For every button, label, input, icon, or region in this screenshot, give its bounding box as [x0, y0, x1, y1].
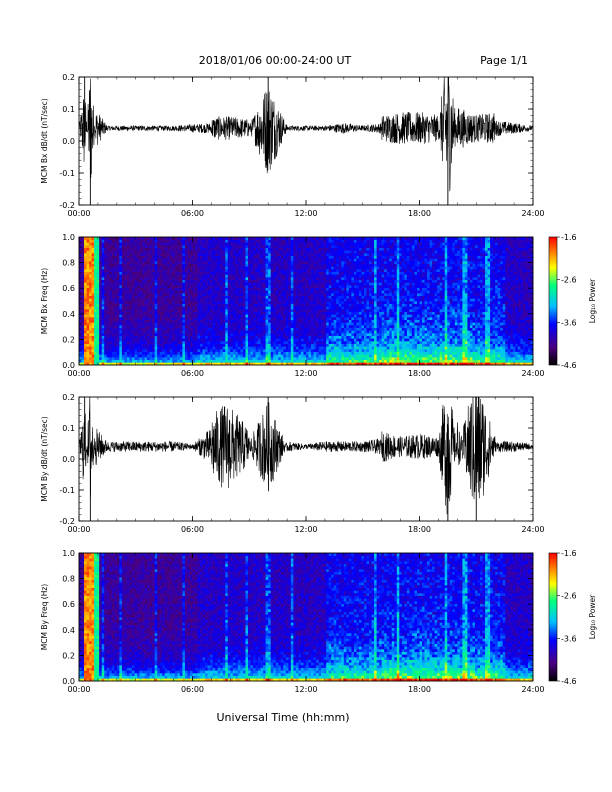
x-tick-label: 00:00 — [67, 685, 90, 694]
y-tick-label: 0.0 — [62, 677, 75, 686]
x-tick-label: 18:00 — [408, 209, 431, 218]
x-tick-label: 00:00 — [67, 369, 90, 378]
x-tick-label: 00:00 — [67, 209, 90, 218]
plot-frame — [79, 397, 533, 521]
x-tick-label: 12:00 — [294, 209, 317, 218]
spectrogram-cells — [79, 553, 533, 681]
y-axis-label: MCM By Freq (Hz) — [40, 584, 49, 650]
y-tick-label: 0.0 — [62, 137, 75, 146]
y-tick-label: 0.4 — [62, 626, 75, 635]
colorbar-tick-label: -4.6 — [561, 677, 577, 686]
by-spectrogram-panel: -1.6 -2.6 -3.6 -4.6 Log₁₀ Power 00:00 06:00 12:… — [40, 549, 597, 694]
y-tick-label: -0.2 — [59, 201, 75, 210]
dbdt-trace — [79, 387, 533, 514]
colorbar-tick-label: -3.6 — [561, 634, 577, 643]
y-tick-label: 0.2 — [62, 393, 75, 402]
x-tick-label: 12:00 — [294, 525, 317, 534]
y-tick-label: -0.1 — [59, 486, 75, 495]
y-tick-label: 0.6 — [62, 600, 75, 609]
colorbar-scale — [549, 553, 557, 681]
x-tick-label: 24:00 — [521, 525, 544, 534]
y-tick-label: 0.1 — [62, 424, 75, 433]
colorbar: -1.6 -2.6 -3.6 -4.6 Log₁₀ Power — [549, 549, 597, 686]
colorbar-tick-label: -3.6 — [561, 318, 577, 327]
x-tick-label: 24:00 — [521, 685, 544, 694]
page-number: Page 1/1 — [480, 54, 528, 67]
y-tick-label: 0.2 — [62, 335, 75, 344]
x-tick-label: 06:00 — [181, 209, 204, 218]
colorbar-tick-label: -2.6 — [561, 592, 577, 601]
x-tick-label: 24:00 — [521, 209, 544, 218]
y-tick-label: 0.4 — [62, 310, 75, 319]
x-tick-label: 00:00 — [67, 525, 90, 534]
bx-spectrogram-panel: -1.6 -2.6 -3.6 -4.6 Log₁₀ Power 00:00 06:00 12:… — [40, 233, 597, 378]
bx-dbdt-panel: 00:00 06:00 12:00 18:00 24:00 0.2 0.1 0.0 -0.1 -0… — [40, 69, 545, 218]
x-tick-label: 18:00 — [408, 525, 431, 534]
plot-frame — [79, 77, 533, 205]
y-tick-label: 0.2 — [62, 73, 75, 82]
colorbar-tick-label: -1.6 — [561, 549, 577, 558]
y-tick-label: 0.0 — [62, 361, 75, 370]
y-axis-label: MCM Bx Freq (Hz) — [40, 268, 49, 334]
y-tick-label: 0.8 — [62, 259, 75, 268]
y-tick-label: 0.0 — [62, 455, 75, 464]
colorbar: -1.6 -2.6 -3.6 -4.6 Log₁₀ Power — [549, 233, 597, 370]
colorbar-label: Log₁₀ Power — [588, 278, 597, 323]
colorbar-label: Log₁₀ Power — [588, 594, 597, 639]
y-tick-label: -0.2 — [59, 517, 75, 526]
spectrogram-cells — [79, 237, 533, 365]
x-tick-label: 06:00 — [181, 525, 204, 534]
colorbar-tick-label: -2.6 — [561, 276, 577, 285]
colorbar-scale — [549, 237, 557, 365]
page-title: 2018/01/06 00:00-24:00 UT — [199, 54, 352, 67]
colorbar-tick-label: -1.6 — [561, 233, 577, 242]
x-tick-label: 18:00 — [408, 685, 431, 694]
x-tick-label: 06:00 — [181, 369, 204, 378]
x-axis-title: Universal Time (hh:mm) — [217, 711, 350, 724]
y-tick-label: 1.0 — [62, 233, 75, 242]
x-tick-label: 12:00 — [294, 369, 317, 378]
y-tick-label: -0.1 — [59, 169, 75, 178]
by-dbdt-panel: 00:00 06:00 12:00 18:00 24:00 0.2 0.1 0.0 -0.1 -0… — [40, 387, 545, 534]
colorbar-tick-label: -4.6 — [561, 361, 577, 370]
y-tick-label: 0.2 — [62, 651, 75, 660]
x-tick-label: 24:00 — [521, 369, 544, 378]
y-axis-label: MCM By dB/dt (nT/sec) — [40, 416, 49, 501]
dbdt-trace — [79, 69, 533, 191]
y-tick-label: 0.8 — [62, 575, 75, 584]
y-axis-label: MCM Bx dB/dt (nT/sec) — [40, 98, 49, 183]
x-tick-label: 06:00 — [181, 685, 204, 694]
y-tick-label: 1.0 — [62, 549, 75, 558]
x-tick-label: 18:00 — [408, 369, 431, 378]
y-tick-label: 0.1 — [62, 105, 75, 114]
x-tick-label: 12:00 — [294, 685, 317, 694]
y-tick-label: 0.6 — [62, 284, 75, 293]
